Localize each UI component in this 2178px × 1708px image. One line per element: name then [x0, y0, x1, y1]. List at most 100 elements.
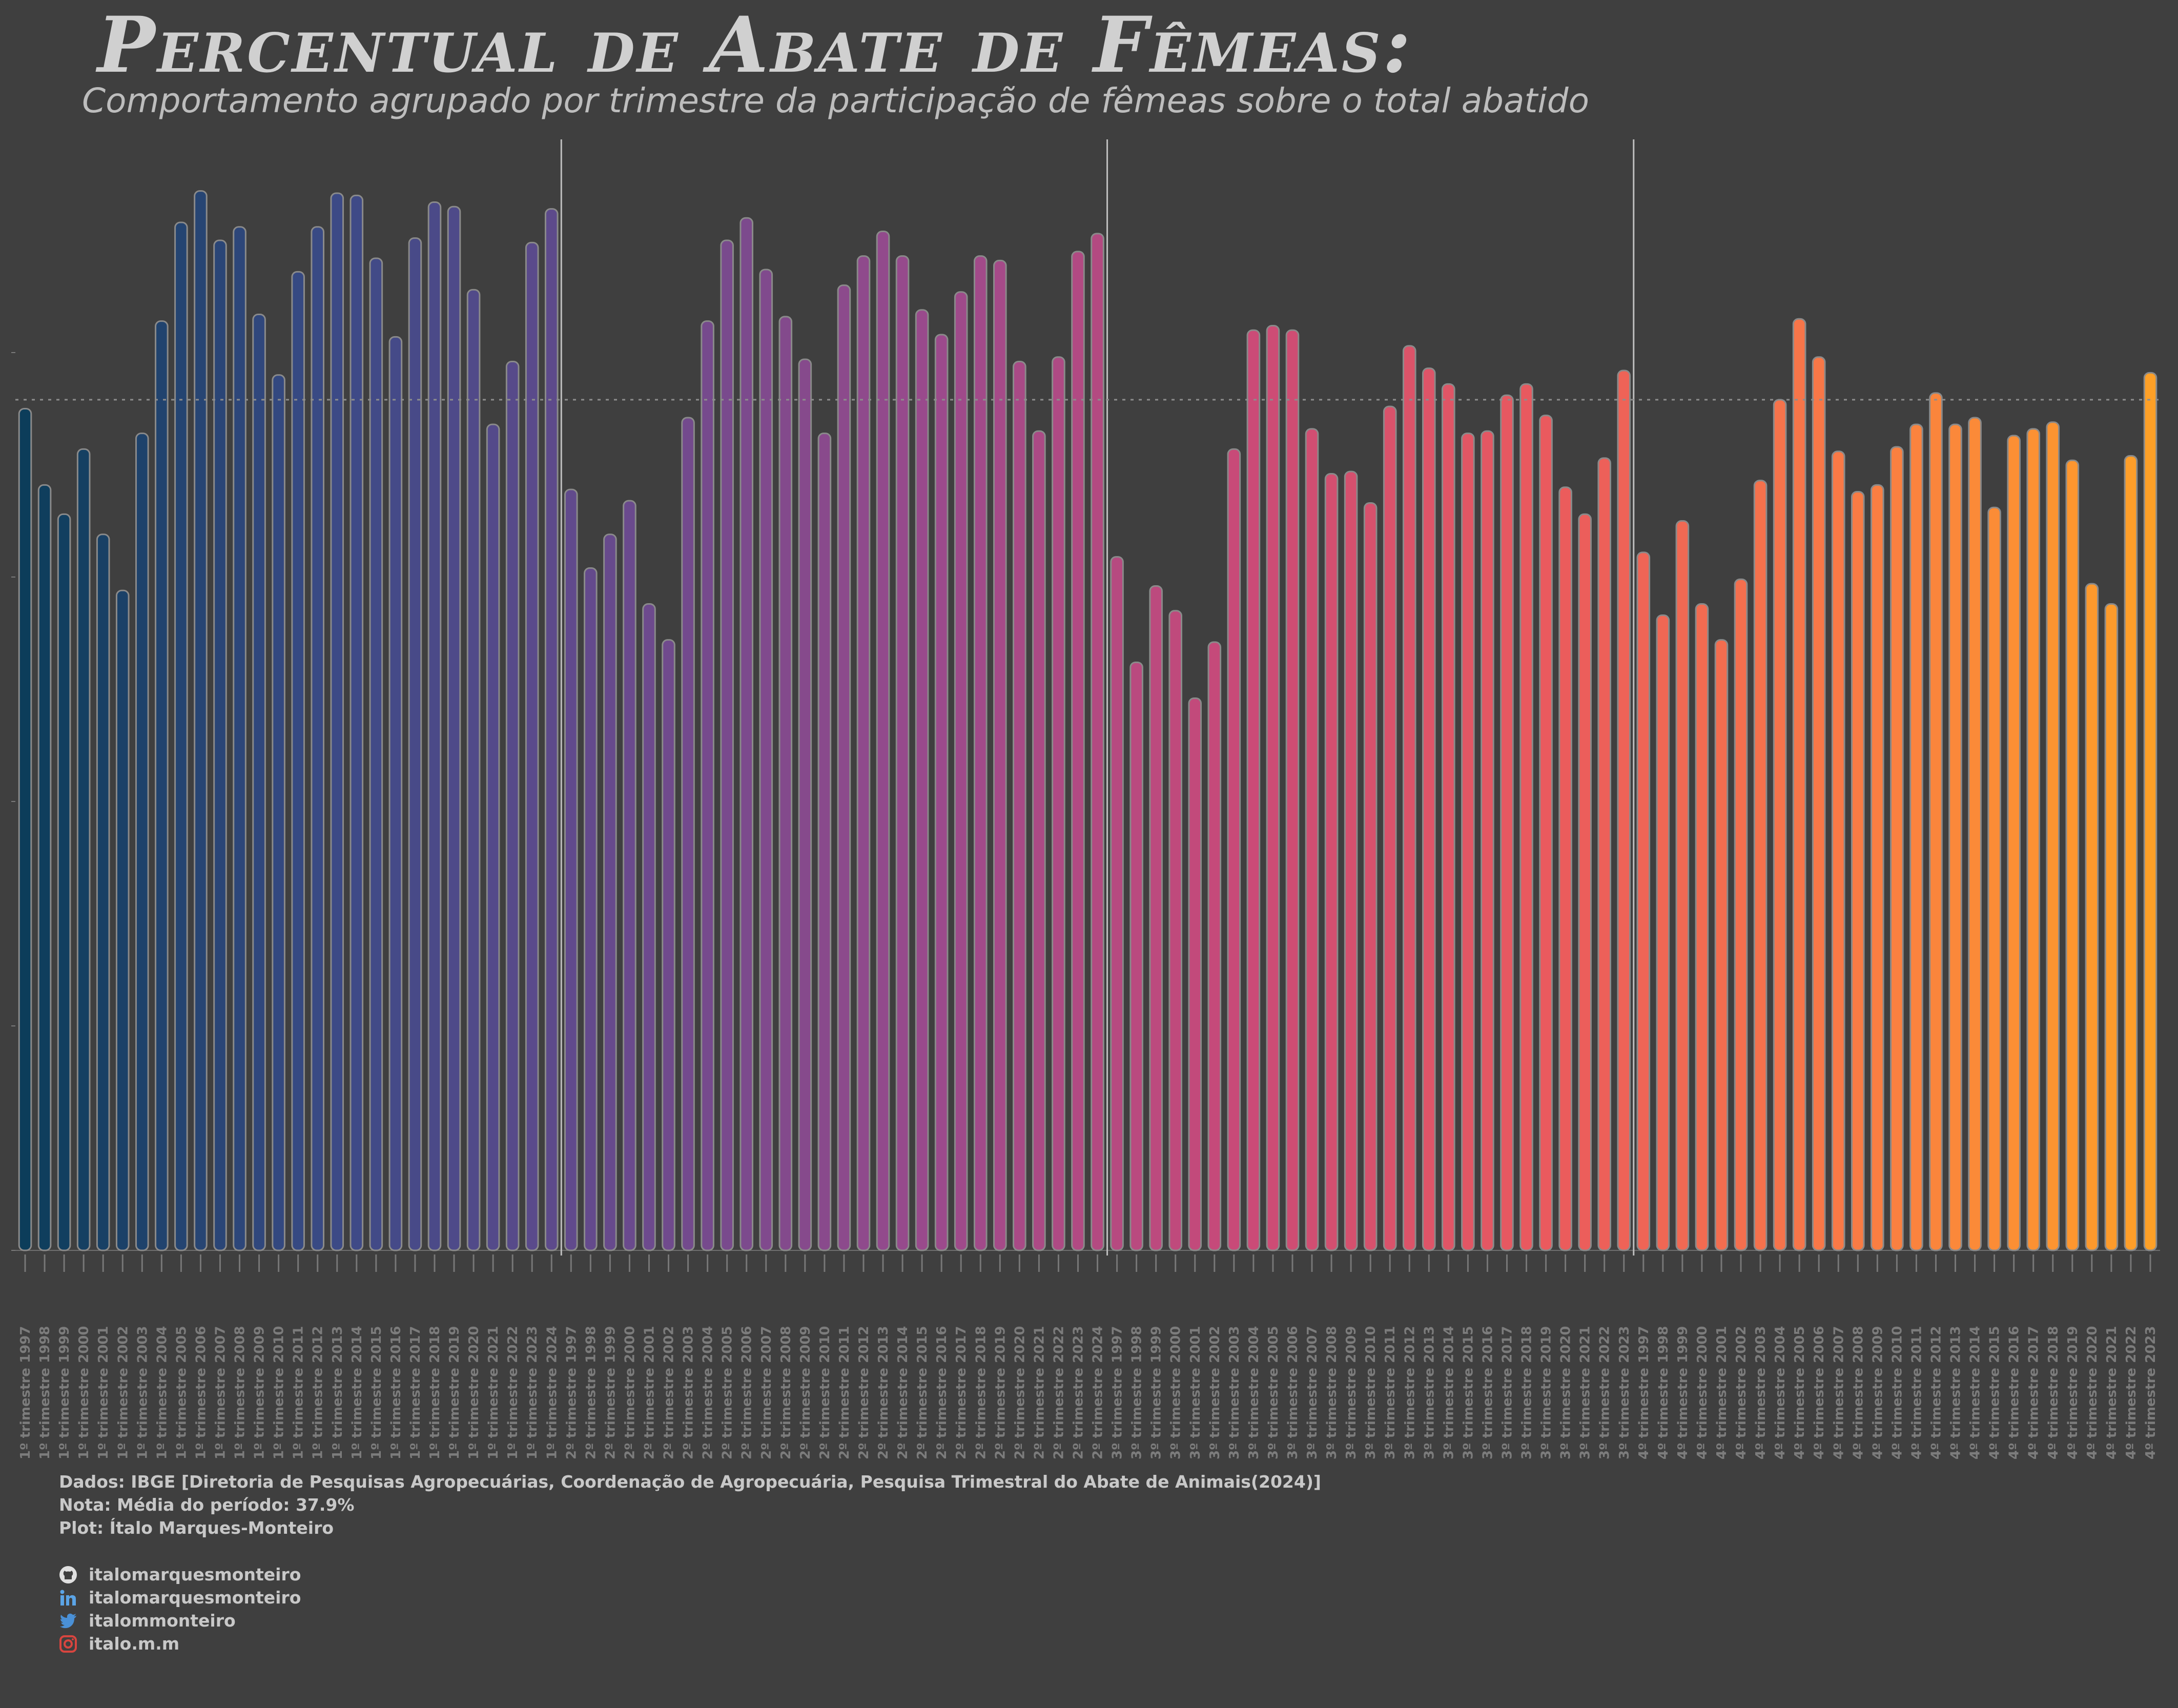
- bar: [408, 237, 422, 1251]
- bar: [466, 289, 481, 1251]
- x-tick-label: 3º trimestre 2009: [1344, 1326, 1359, 1459]
- chart-subtitle: Comportamento agrupado por trimestre da …: [82, 81, 1589, 120]
- x-tick-label: 2º trimestre 2022: [1051, 1326, 1066, 1459]
- bar: [2124, 455, 2138, 1251]
- x-tick-label: 1º trimestre 2012: [311, 1326, 326, 1459]
- bar: [369, 257, 383, 1251]
- bar: [1461, 433, 1475, 1251]
- x-tick-label: 2º trimestre 1998: [583, 1326, 599, 1459]
- twitter-icon: [59, 1612, 77, 1630]
- bar: [135, 433, 149, 1251]
- x-tick-label: 4º trimestre 2021: [2104, 1326, 2120, 1459]
- bar: [1168, 610, 1182, 1251]
- social-instagram[interactable]: italo.m.m: [59, 1634, 179, 1654]
- bar: [1305, 428, 1319, 1251]
- x-tick-label: 2º trimestre 2007: [759, 1326, 774, 1459]
- x-tick-label: 4º trimestre 2019: [2065, 1326, 2081, 1459]
- x-tick-label: 4º trimestre 2008: [1851, 1326, 1866, 1459]
- x-tick-label: 2º trimestre 2016: [934, 1326, 950, 1459]
- x-tick-label: 4º trimestre 2022: [2124, 1326, 2139, 1459]
- bar: [798, 358, 812, 1251]
- bar: [993, 259, 1007, 1251]
- x-tick-label: 1º trimestre 1999: [57, 1326, 72, 1459]
- mean-note: Nota: Média do período: 37.9%: [59, 1495, 355, 1515]
- bar: [1442, 383, 1455, 1251]
- social-linkedin[interactable]: italomarquesmonteiro: [59, 1588, 301, 1608]
- bar: [817, 433, 832, 1251]
- x-tick-label: 1º trimestre 2013: [330, 1326, 345, 1459]
- bar: [1129, 661, 1143, 1251]
- bar: [1714, 639, 1729, 1251]
- x-tick-label: 2º trimestre 2023: [1071, 1326, 1086, 1459]
- x-tick-label: 2º trimestre 2001: [642, 1326, 657, 1459]
- bar: [778, 316, 793, 1251]
- bar: [505, 361, 520, 1251]
- x-tick-label: 2º trimestre 2002: [662, 1326, 677, 1459]
- x-tick-label: 3º trimestre 2000: [1168, 1326, 1184, 1459]
- x-tick-label: 3º trimestre 2015: [1461, 1326, 1476, 1459]
- x-tick-label: 4º trimestre 2013: [1948, 1326, 1964, 1459]
- bar: [603, 533, 617, 1251]
- bar: [1948, 423, 1962, 1251]
- bar: [311, 226, 324, 1251]
- bar: [96, 533, 110, 1251]
- x-tick-label: 2º trimestre 1999: [603, 1326, 618, 1459]
- x-tick-label: 2º trimestre 2003: [681, 1326, 696, 1459]
- x-tick-label: 4º trimestre 2007: [1831, 1326, 1846, 1459]
- bar: [739, 217, 753, 1251]
- x-tick-label: 4º trimestre 2023: [2143, 1326, 2159, 1459]
- bar: [720, 239, 734, 1251]
- x-tick-label: 1º trimestre 2021: [486, 1326, 501, 1459]
- bar: [76, 448, 91, 1251]
- x-tick-label: 1º trimestre 2004: [154, 1326, 170, 1459]
- chart-title: Percentual de Abate de Fêmeas:: [97, 0, 1413, 90]
- x-tick-label: 1º trimestre 1998: [37, 1326, 53, 1459]
- x-tick-label: 1º trimestre 2022: [505, 1326, 521, 1459]
- x-tick-label: 1º trimestre 2018: [427, 1326, 443, 1459]
- bar: [252, 314, 266, 1251]
- social-github[interactable]: italomarquesmonteiro: [59, 1565, 301, 1584]
- x-tick-label: 3º trimestre 2019: [1539, 1326, 1554, 1459]
- bar: [57, 513, 71, 1251]
- bar: [973, 255, 988, 1251]
- bar: [1831, 450, 1845, 1251]
- x-tick-label: 1º trimestre 2006: [193, 1326, 209, 1459]
- x-tick-label: 2º trimestre 2012: [856, 1326, 872, 1459]
- x-tick-label: 1º trimestre 2016: [388, 1326, 404, 1459]
- bar: [759, 269, 773, 1251]
- bar: [1383, 405, 1397, 1251]
- x-tick-label: 3º trimestre 2023: [1617, 1326, 1632, 1459]
- bar: [1227, 448, 1241, 1251]
- x-tick-label: 4º trimestre 2000: [1695, 1326, 1710, 1459]
- x-tick-label: 3º trimestre 1999: [1149, 1326, 1164, 1459]
- bar: [155, 320, 169, 1251]
- bar: [388, 336, 403, 1251]
- linkedin-icon: [59, 1589, 77, 1607]
- x-tick-label: 2º trimestre 2021: [1032, 1326, 1047, 1459]
- social-twitter[interactable]: italommonteiro: [59, 1611, 236, 1631]
- bar: [447, 205, 461, 1251]
- bar: [544, 208, 559, 1251]
- x-tick-label: 3º trimestre 1998: [1129, 1326, 1145, 1459]
- x-tick-label: 1º trimestre 2017: [408, 1326, 423, 1459]
- x-tick-label: 2º trimestre 2005: [720, 1326, 735, 1459]
- x-tick-label: 2º trimestre 2020: [1012, 1326, 1028, 1459]
- x-tick-label: 1º trimestre 2014: [350, 1326, 365, 1459]
- x-tick-label: 4º trimestre 2016: [2007, 1326, 2022, 1459]
- bar: [1188, 697, 1202, 1251]
- x-tick-label: 1º trimestre 2020: [466, 1326, 482, 1459]
- x-tick-label: 1º trimestre 2015: [369, 1326, 384, 1459]
- bar: [642, 603, 656, 1251]
- bar: [1110, 556, 1124, 1251]
- bar: [1207, 641, 1222, 1251]
- bar: [1052, 356, 1065, 1251]
- x-tick-label: 3º trimestre 2018: [1519, 1326, 1535, 1459]
- x-tick-label: 3º trimestre 2007: [1305, 1326, 1320, 1459]
- bar: [2143, 372, 2158, 1251]
- bar: [1013, 361, 1026, 1251]
- bar: [1481, 430, 1494, 1251]
- x-tick-label: 3º trimestre 2010: [1363, 1326, 1379, 1459]
- bar: [1617, 369, 1631, 1251]
- bar: [2007, 435, 2021, 1251]
- x-tick-label: 4º trimestre 1999: [1675, 1326, 1691, 1459]
